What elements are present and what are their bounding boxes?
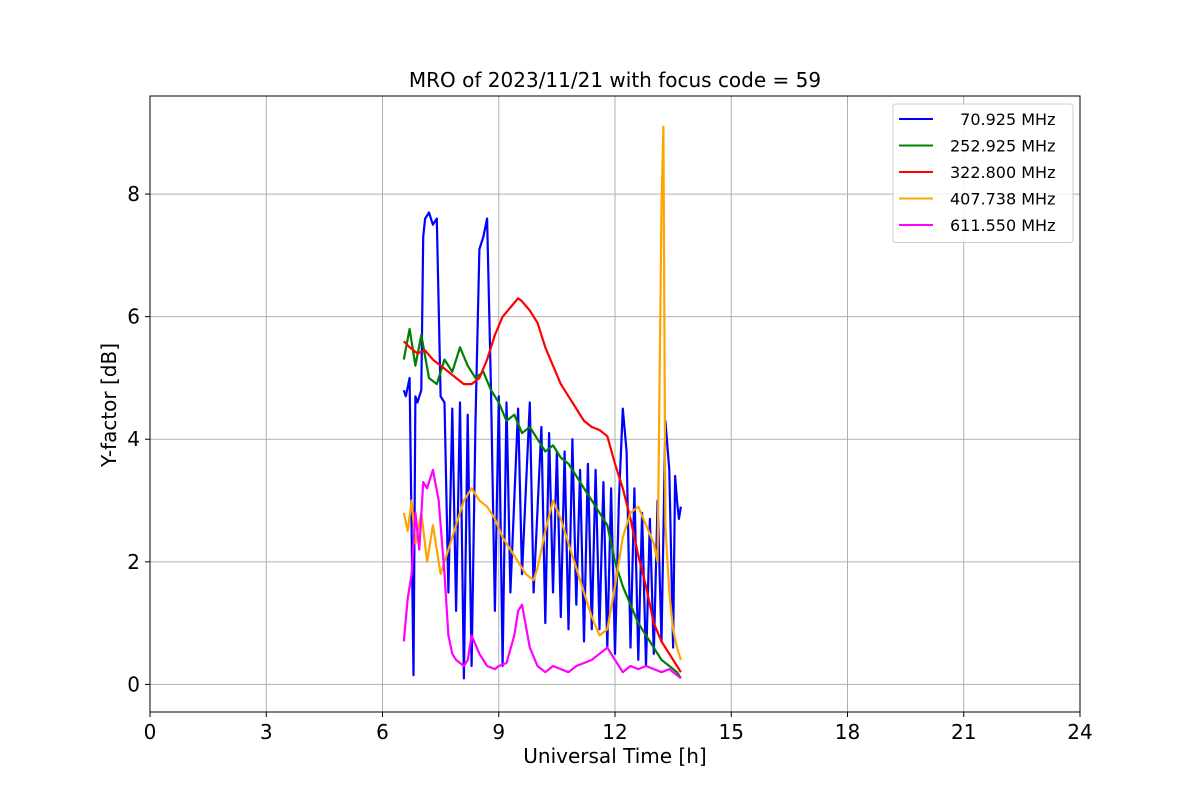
- x-tick-label: 18: [835, 720, 860, 744]
- x-axis-label: Universal Time [h]: [523, 744, 706, 768]
- y-tick-label: 0: [127, 672, 140, 696]
- series-line-5: [402, 468, 682, 680]
- x-axis: 0 3 6 9 12 15 18 21 24: [144, 712, 1093, 744]
- y-axis-label: Y-factor [dB]: [97, 343, 121, 468]
- y-tick-label: 8: [127, 182, 140, 206]
- y-axis: 0 2 4 6 8: [127, 182, 150, 696]
- x-tick-label: 6: [376, 720, 389, 744]
- legend-box: [892, 103, 1074, 243]
- legend-label: 407.738 MHz: [950, 190, 1055, 209]
- x-tick-label: 21: [951, 720, 976, 744]
- legend-label: 322.800 MHz: [950, 163, 1055, 182]
- series-line-4: [402, 125, 682, 661]
- legend-label: 70.925 MHz: [950, 110, 1055, 129]
- plot-lines: [402, 125, 682, 680]
- y-tick-label: 6: [127, 305, 140, 329]
- x-tick-label: 24: [1067, 720, 1092, 744]
- y-tick-label: 2: [127, 550, 140, 574]
- x-tick-label: 9: [492, 720, 505, 744]
- legend-label: 252.925 MHz: [950, 137, 1055, 156]
- series-line-2: [402, 327, 682, 679]
- x-tick-label: 0: [144, 720, 157, 744]
- series-line-3: [403, 297, 682, 673]
- x-tick-label: 15: [719, 720, 744, 744]
- x-tick-label: 12: [602, 720, 627, 744]
- legend-label: 611.550 MHz: [950, 216, 1055, 235]
- y-tick-label: 4: [127, 427, 140, 451]
- x-tick-label: 3: [260, 720, 273, 744]
- legend: 70.925 MHz 252.925 MHz 322.800 MHz 407.738 …: [892, 103, 1074, 243]
- chart-title: MRO of 2023/11/21 with focus code = 59: [409, 68, 821, 92]
